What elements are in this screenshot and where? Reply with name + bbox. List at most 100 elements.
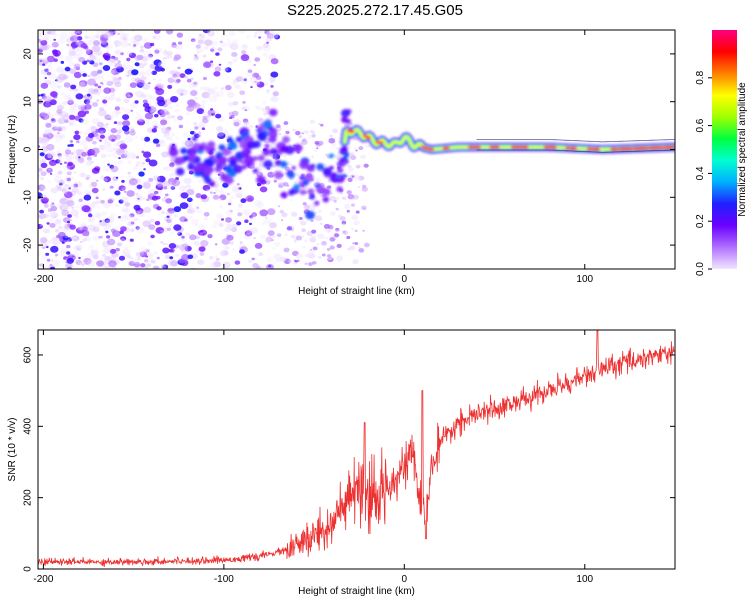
heatmap-xtick-label: -100 (214, 274, 234, 285)
noise-blob (215, 257, 220, 261)
noise-blob (95, 223, 101, 228)
noise-blob (271, 96, 276, 100)
noise-blob (108, 30, 116, 36)
noise-blob (103, 224, 112, 231)
noise-blob (254, 257, 258, 260)
noise-blob (212, 177, 218, 182)
ridge-peak (420, 145, 434, 151)
noise-blob (177, 232, 183, 236)
noise-blob (327, 139, 330, 142)
noise-blob (73, 159, 80, 165)
noise-blob (232, 248, 235, 251)
noise-blob (72, 187, 79, 193)
noise-blob (169, 172, 177, 179)
noise-blob (117, 60, 121, 63)
noise-blob (114, 30, 123, 36)
noise-blob (227, 61, 234, 67)
noise-blob (132, 44, 137, 48)
noise-blob (98, 144, 106, 151)
noise-blob (127, 171, 131, 175)
noise-blob (202, 30, 211, 34)
noise-blob (144, 106, 152, 113)
noise-blob (143, 136, 151, 142)
noise-blob (251, 212, 258, 217)
noise-blob (143, 120, 150, 126)
noise-blob (140, 75, 147, 81)
noise-blob (40, 93, 44, 97)
noise-blob (314, 149, 318, 153)
noise-blob (70, 35, 79, 43)
noise-blob (190, 77, 194, 81)
noise-blob (258, 161, 266, 167)
noise-blob (47, 155, 52, 159)
noise-blob (67, 161, 74, 167)
noise-blob (175, 136, 179, 140)
noise-blob (253, 237, 256, 240)
heatmap-ytick-label: 20 (23, 48, 34, 60)
noise-blob (38, 30, 44, 38)
noise-blob (295, 130, 301, 136)
noise-blob (255, 75, 262, 81)
ridge-blob (280, 145, 289, 153)
heatmap-ytick-label: 0 (23, 146, 34, 152)
noise-blob (113, 39, 120, 45)
noise-blob (336, 243, 342, 249)
noise-blob (153, 125, 158, 129)
noise-blob (152, 138, 160, 144)
noise-blob (189, 170, 193, 173)
ridge-blob (293, 143, 303, 153)
noise-blob (350, 152, 355, 156)
noise-blob (272, 91, 279, 97)
noise-blob (233, 121, 240, 127)
noise-blob (124, 202, 131, 207)
noise-blob (266, 33, 274, 39)
noise-blob (150, 259, 156, 264)
noise-blob (116, 110, 122, 115)
noise-blob (95, 200, 102, 205)
noise-blob (304, 130, 308, 134)
noise-blob (153, 34, 161, 41)
noise-blob (54, 135, 63, 143)
noise-blob (150, 257, 154, 261)
noise-blob (99, 45, 103, 49)
noise-blob (102, 201, 111, 209)
noise-blob (47, 239, 52, 244)
noise-blob (300, 234, 305, 238)
noise-blob (95, 213, 101, 218)
noise-blob (223, 245, 230, 251)
noise-blob (101, 211, 108, 216)
noise-blob (273, 261, 276, 264)
noise-blob (244, 230, 253, 237)
noise-blob (135, 210, 141, 215)
noise-blob (122, 37, 127, 41)
noise-blob (136, 79, 145, 87)
noise-blob (144, 69, 153, 76)
ridge-blob (239, 139, 250, 149)
noise-blob (87, 87, 96, 95)
noise-blob (46, 258, 51, 262)
noise-blob (157, 190, 162, 193)
ridge-blob (274, 171, 283, 180)
noise-blob (256, 87, 261, 91)
noise-blob (127, 94, 132, 99)
noise-blob (138, 72, 145, 78)
ridge-blob (336, 186, 343, 193)
noise-blob (128, 256, 134, 260)
noise-blob (364, 242, 370, 248)
noise-blob (38, 166, 43, 173)
noise-blob (153, 59, 162, 66)
noise-blob (136, 184, 143, 190)
noise-blob (114, 203, 120, 208)
noise-blob (59, 166, 63, 169)
noise-blob (38, 48, 43, 53)
noise-blob (207, 88, 216, 95)
noise-blob (262, 107, 265, 110)
noise-blob (199, 33, 206, 39)
noise-blob (87, 217, 95, 223)
noise-blob (358, 246, 361, 249)
noise-blob (354, 229, 358, 233)
noise-blob (184, 245, 192, 252)
noise-blob (55, 184, 62, 189)
ridge-blob (227, 141, 238, 151)
noise-blob (285, 130, 290, 135)
